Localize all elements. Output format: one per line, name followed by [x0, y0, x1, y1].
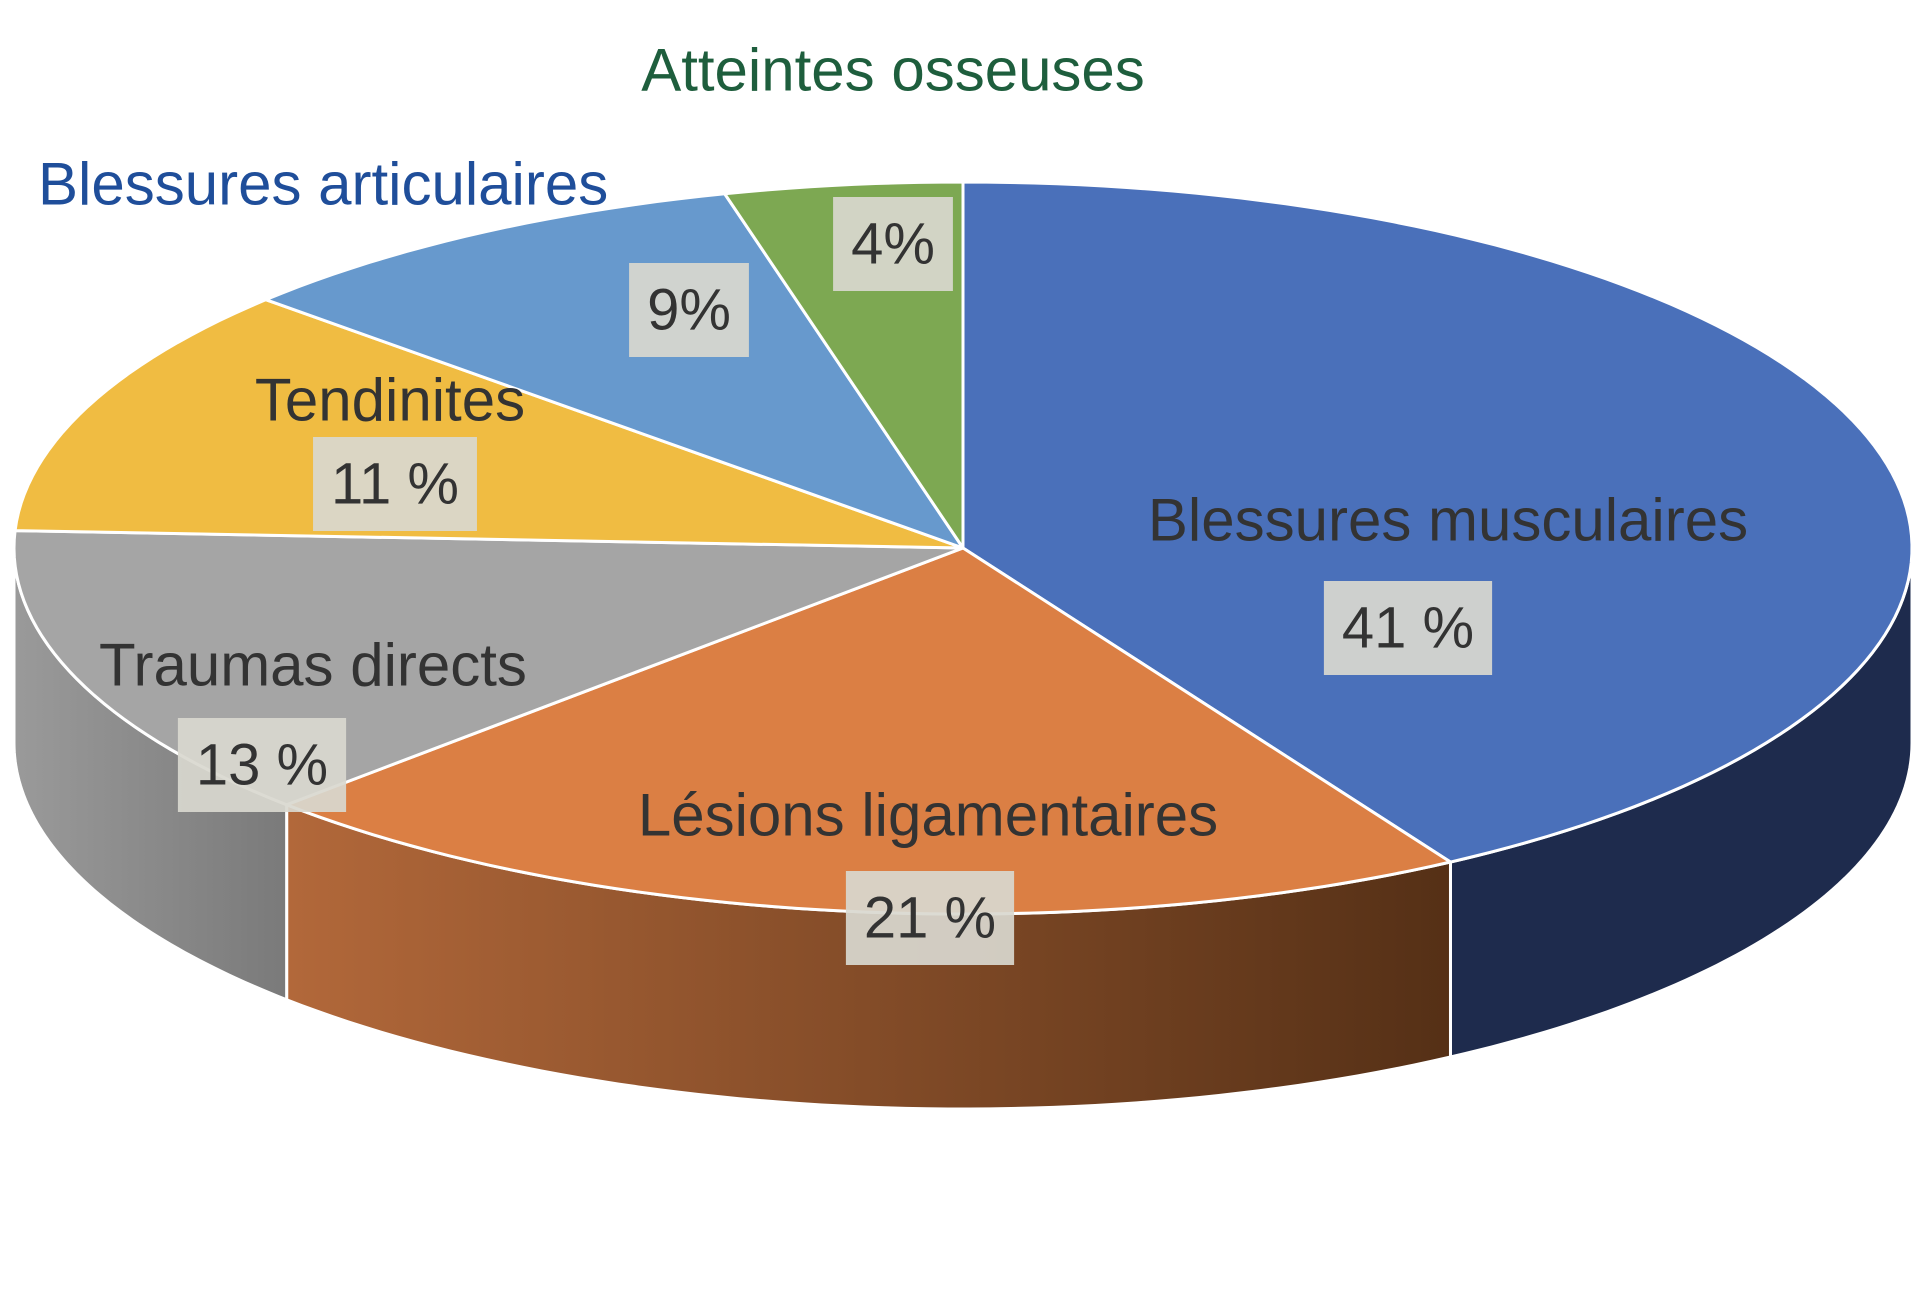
value-label-tendinites: 11 % — [313, 437, 477, 531]
svg-text:9%: 9% — [647, 278, 731, 343]
label-atteintes-osseuses: Atteintes osseuses — [641, 37, 1145, 104]
svg-text:21 %: 21 % — [864, 886, 996, 951]
slice-lesions-ligamentaires — [285, 546, 1452, 916]
svg-text:41 %: 41 % — [1342, 596, 1474, 661]
slice-blessures-articulaires — [264, 192, 965, 550]
value-label-blessures-musculaires: 41 % — [1323, 581, 1493, 675]
slice-tendinites — [13, 298, 965, 550]
label-traumas-directs: Traumas directs — [99, 632, 527, 699]
label-lesions-ligamentaires: Lésions ligamentaires — [638, 782, 1218, 849]
label-tendinites: Tendinites — [255, 367, 525, 434]
value-label-traumas-directs: 13 % — [177, 718, 347, 812]
value-label-atteintes-osseuses: 4% — [833, 197, 953, 291]
pie-labels: Blessures musculaires 41 % Lésions ligamen… — [38, 37, 1748, 965]
svg-text:11 %: 11 % — [331, 452, 459, 517]
svg-text:4%: 4% — [851, 212, 935, 277]
label-blessures-musculaires: Blessures musculaires — [1148, 487, 1748, 554]
slice-blessures-musculaires — [961, 180, 1914, 864]
svg-text:13 %: 13 % — [196, 733, 328, 798]
label-blessures-articulaires: Blessures articulaires — [38, 151, 608, 218]
value-label-lesions-ligamentaires: 21 % — [845, 871, 1015, 965]
value-label-blessures-articulaires: 9% — [629, 263, 749, 357]
